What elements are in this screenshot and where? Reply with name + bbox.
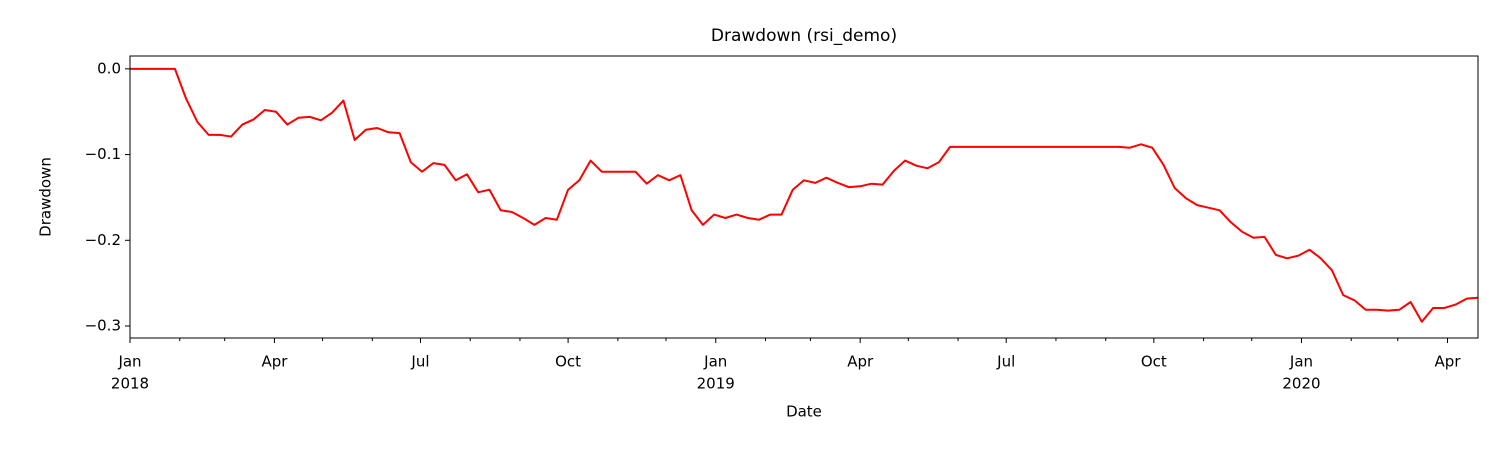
x-tick-label: Jul bbox=[996, 353, 1015, 371]
x-tick-label: Apr bbox=[1435, 353, 1462, 371]
x-tick-label: Oct bbox=[555, 353, 581, 371]
x-tick-label: Apr bbox=[847, 353, 874, 371]
x-tick-label: Oct bbox=[1141, 353, 1167, 371]
x-tick-label: 2019 bbox=[697, 375, 735, 393]
x-tick-label: 2018 bbox=[111, 375, 149, 393]
x-tick-label: Jul bbox=[410, 353, 429, 371]
x-tick-label: Jan bbox=[703, 353, 727, 371]
y-tick-label: −0.3 bbox=[85, 317, 121, 335]
x-tick-label: Apr bbox=[261, 353, 288, 371]
y-tick-label: −0.1 bbox=[85, 145, 121, 163]
x-tick-label: Jan bbox=[1289, 353, 1313, 371]
line-series bbox=[130, 67, 1479, 323]
x-tick-label: 2020 bbox=[1282, 375, 1320, 393]
x-axis-label: Date bbox=[786, 403, 822, 421]
x-tick-label: Jan bbox=[117, 353, 141, 371]
chart-title: Drawdown (rsi_demo) bbox=[711, 26, 897, 46]
y-tick-label: −0.2 bbox=[85, 231, 121, 249]
y-axis-label: Drawdown bbox=[37, 157, 55, 237]
plot-frame bbox=[129, 55, 1479, 339]
y-tick-label: 0.0 bbox=[97, 59, 121, 77]
